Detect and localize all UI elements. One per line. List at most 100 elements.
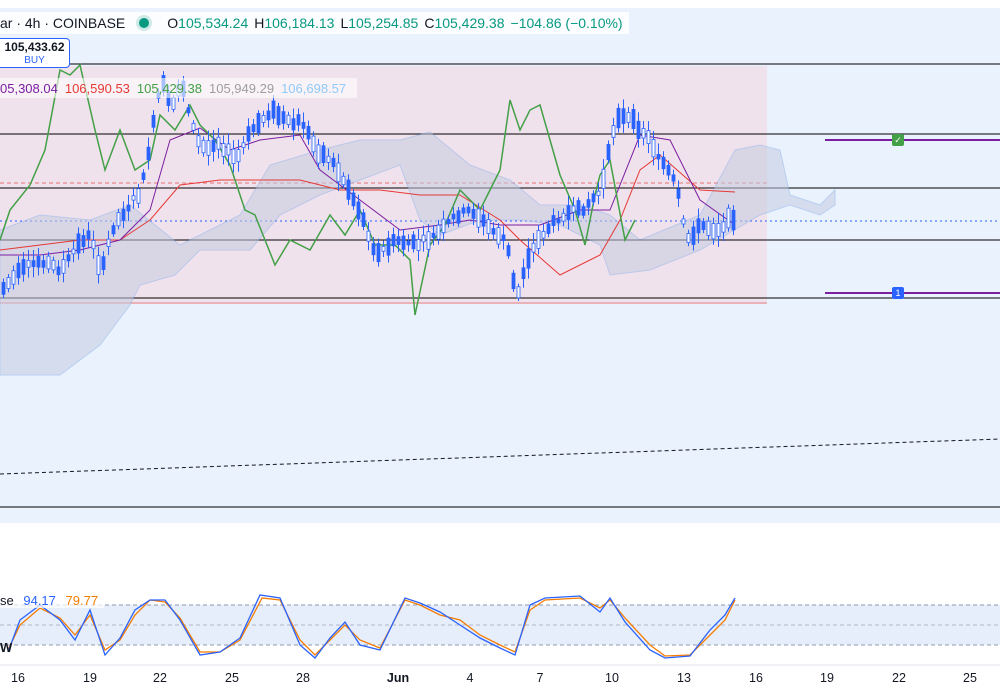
candle-body xyxy=(291,118,296,131)
candle-body xyxy=(461,207,466,214)
x-tick: 25 xyxy=(225,671,239,685)
candle-body xyxy=(61,259,66,274)
candle-body xyxy=(311,135,316,153)
candle-body xyxy=(366,230,371,242)
candle-body xyxy=(346,179,351,200)
candle-body xyxy=(41,260,46,268)
candle-body xyxy=(286,114,291,125)
candle-body xyxy=(151,114,156,128)
candle-body xyxy=(561,212,566,222)
candle-body xyxy=(686,233,691,244)
candle-body xyxy=(106,238,111,247)
candle-body xyxy=(331,157,336,168)
candle-body xyxy=(306,125,311,140)
candle-body xyxy=(56,266,61,276)
candle-body xyxy=(131,195,136,201)
candle-body xyxy=(606,144,611,161)
stoch-k-line xyxy=(7,594,736,659)
candle-body xyxy=(281,111,286,124)
ind-value-4: 105,949.29 xyxy=(209,80,275,96)
high-value: 106,184.13 xyxy=(264,15,335,31)
candle-body xyxy=(341,175,346,186)
candle-body xyxy=(46,255,51,270)
candle-body xyxy=(226,143,231,156)
candle-body xyxy=(501,234,506,241)
candle-body xyxy=(446,218,451,224)
candle-body xyxy=(246,126,251,142)
candle-body xyxy=(721,221,726,233)
candle-body xyxy=(356,201,361,220)
candle-body xyxy=(1,282,6,295)
x-tick: 19 xyxy=(820,671,834,685)
candle-body xyxy=(451,213,456,220)
candle-body xyxy=(121,208,126,221)
candle-body xyxy=(701,221,706,230)
close-value: 105,429.38 xyxy=(434,15,505,31)
kijun-line xyxy=(0,127,736,256)
ind-value-1: 05,308.04 xyxy=(0,80,58,96)
stochastic-legend: se 94.17 79.77 xyxy=(0,593,105,608)
candle-body xyxy=(661,156,666,170)
candle-body xyxy=(236,149,241,163)
candle-body xyxy=(26,259,31,268)
candle-body xyxy=(401,235,406,250)
x-tick: 10 xyxy=(605,671,619,685)
candle-body xyxy=(386,237,391,256)
candle-body xyxy=(416,239,421,251)
candle-body xyxy=(506,245,511,257)
candle-body xyxy=(651,139,656,158)
candle-body xyxy=(586,199,591,208)
ind-value-5: 106,698.57 xyxy=(281,80,347,96)
candle-body xyxy=(301,121,306,129)
stoch-d-value: 79.77 xyxy=(65,593,99,608)
candle-body xyxy=(716,223,721,238)
open-label: O xyxy=(167,15,179,31)
x-tick: Jun xyxy=(386,671,410,685)
candle-body xyxy=(546,223,551,234)
candle-body xyxy=(571,205,576,213)
candle-body xyxy=(626,111,631,124)
buy-price: 105,433.62 xyxy=(4,40,65,54)
buy-label: BUY xyxy=(24,55,45,66)
candle-body xyxy=(671,174,676,182)
candle-body xyxy=(421,234,426,243)
candle-body xyxy=(196,135,201,148)
buy-button[interactable]: 105,433.62 BUY xyxy=(0,38,70,68)
candle-body xyxy=(71,248,76,255)
candle-body xyxy=(631,109,636,130)
trend-line xyxy=(0,438,1000,475)
candle-body xyxy=(326,155,331,163)
low-value: 105,254.85 xyxy=(348,15,419,31)
candle-body xyxy=(641,128,646,139)
check-icon[interactable]: ✓ xyxy=(892,134,904,146)
candle-body xyxy=(201,139,206,154)
candle-body xyxy=(496,227,501,245)
candle-body xyxy=(136,188,141,204)
symbol-header: ar · 4h · COINBASE O 105,534.24 H 106,184.… xyxy=(0,12,629,34)
time-axis[interactable]: 16 19 22 25 28 Jun 4 7 10 13 16 19 22 25 xyxy=(0,668,1000,690)
candle-body xyxy=(481,214,486,227)
candle-body xyxy=(126,204,131,212)
candle-body xyxy=(81,235,86,247)
candle-body xyxy=(611,125,616,138)
stoch-k-value: 94.17 xyxy=(23,593,56,608)
candle-body xyxy=(96,255,101,275)
candle-body xyxy=(656,153,661,160)
candle-body xyxy=(616,107,621,129)
candle-body xyxy=(66,254,71,262)
candle-body xyxy=(206,140,211,156)
candle-body xyxy=(376,243,381,263)
indicator-values: 05,308.04 106,590.53 105,429.38 105,949.… xyxy=(0,78,358,98)
candle-body xyxy=(431,232,436,238)
order-badge[interactable]: 1 xyxy=(892,287,904,299)
candle-body xyxy=(681,218,686,225)
candle-body xyxy=(111,225,116,235)
stoch-side-label: W xyxy=(0,640,13,655)
low-label: L xyxy=(340,15,349,31)
change-value: −104.86 (−0.10%) xyxy=(510,15,623,31)
symbol-title[interactable]: ar · 4h · COINBASE xyxy=(0,15,126,31)
candle-body xyxy=(426,231,431,250)
chikou-line xyxy=(0,63,636,316)
candle-body xyxy=(11,270,16,285)
